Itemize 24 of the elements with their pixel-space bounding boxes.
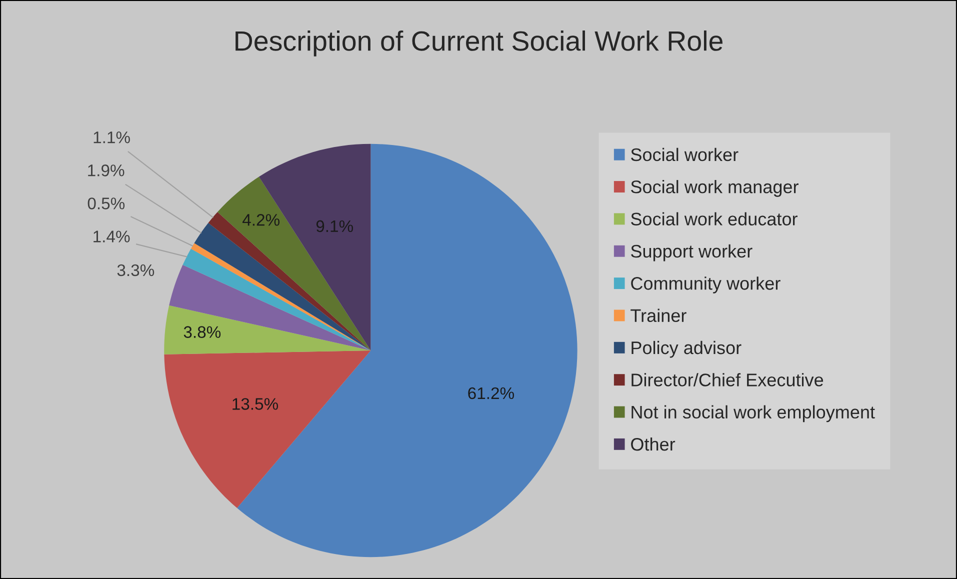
data-label: 3.3% bbox=[117, 264, 154, 276]
data-label: 3.8% bbox=[184, 326, 221, 338]
legend-label: Social work manager bbox=[631, 180, 798, 197]
data-label: 1.4% bbox=[94, 230, 130, 242]
legend-label: Not in social work employment bbox=[632, 405, 875, 422]
pie-slice bbox=[164, 305, 371, 354]
legend-label: Policy advisor bbox=[632, 340, 742, 358]
legend-label: Director/Chief Executive bbox=[632, 373, 824, 386]
data-label: 4.2% bbox=[242, 214, 280, 226]
pie-slice bbox=[164, 350, 371, 508]
data-label: 13.5% bbox=[232, 398, 278, 410]
legend-label: Other bbox=[631, 437, 676, 451]
legend-label: Social work educator bbox=[631, 212, 798, 226]
legend-label: Community worker bbox=[631, 276, 780, 294]
legend-label: Social worker bbox=[631, 148, 738, 162]
legend-label: Support worker bbox=[631, 244, 752, 262]
data-label: 61.2% bbox=[468, 387, 514, 400]
data-label: 0.5% bbox=[88, 198, 125, 210]
data-label: 9.1% bbox=[316, 220, 354, 232]
data-label: 1.9% bbox=[88, 164, 124, 176]
data-label: 1.1% bbox=[94, 132, 130, 144]
legend-label: Trainer bbox=[630, 308, 686, 322]
pie-slice bbox=[169, 264, 371, 350]
chart-title: Description of Current Social Work Role bbox=[236, 30, 722, 56]
